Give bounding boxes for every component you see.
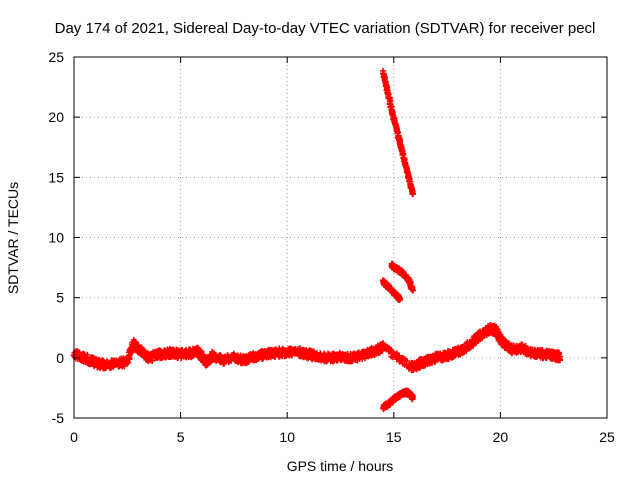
axes: 0 5 10 15 20 25 -5 0 5 10 15 20 25 <box>48 49 615 445</box>
data-point <box>409 394 416 401</box>
series-2 <box>380 67 416 198</box>
x-axis-label: GPS time / hours <box>287 458 394 474</box>
y-tick-label: 20 <box>48 109 64 125</box>
series-3 <box>379 277 404 304</box>
data-point <box>557 353 564 360</box>
data-point <box>409 287 416 294</box>
data-point <box>502 337 509 344</box>
series-5 <box>380 387 416 413</box>
y-tick-label: 15 <box>48 169 64 185</box>
x-tick-label: 25 <box>599 429 615 445</box>
data-point <box>397 295 404 302</box>
chart-title: Day 174 of 2021, Sidereal Day-to-day VTE… <box>55 20 596 37</box>
data-series <box>70 67 564 413</box>
y-tick-label: 5 <box>56 290 64 306</box>
plot-frame <box>73 56 608 419</box>
x-tick-label: 15 <box>386 429 402 445</box>
x-tick-label: 10 <box>279 429 295 445</box>
x-tick-label: 20 <box>493 429 509 445</box>
x-tick-label: 5 <box>177 429 185 445</box>
y-tick-label: 25 <box>48 49 64 65</box>
y-tick-label: -5 <box>52 410 65 426</box>
data-point <box>121 363 128 370</box>
y-tick-label: 10 <box>48 230 64 246</box>
y-tick-label: 0 <box>56 350 64 366</box>
data-point <box>409 191 416 198</box>
series-4 <box>388 260 417 294</box>
grid <box>74 57 607 418</box>
y-axis-label: SDTVAR / TECUs <box>5 182 21 294</box>
series-1 <box>70 322 564 374</box>
x-tick-label: 0 <box>70 429 78 445</box>
